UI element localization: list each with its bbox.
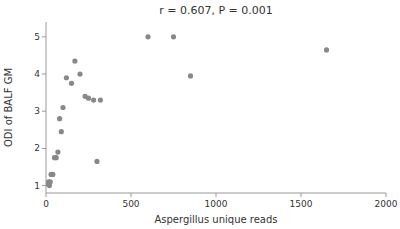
point — [145, 34, 150, 39]
point — [48, 179, 53, 184]
point — [188, 73, 193, 78]
point — [59, 129, 64, 134]
title: r = 0.607, P = 0.001 — [159, 4, 273, 17]
point — [98, 97, 103, 102]
x-tick — [301, 193, 302, 197]
y-tick-label: 2 — [34, 143, 40, 153]
y-axis-label: ODI of BALF GM — [3, 68, 14, 147]
chart-svg: 0 500 1000 1500 2000 1 2 3 4 5 r = 0.607, P = 0.00… — [0, 0, 400, 229]
y-axis-line — [46, 22, 47, 193]
x-axis-label: Aspergillus unique reads — [154, 214, 277, 225]
point — [60, 105, 65, 110]
point — [54, 155, 59, 160]
y-tick — [42, 148, 46, 149]
y-tick-label: 5 — [34, 32, 40, 42]
x-tick — [386, 193, 387, 197]
points — [46, 34, 329, 188]
x-tick — [216, 193, 217, 197]
x-tick-label: 500 — [122, 199, 139, 209]
x-tick — [131, 193, 132, 197]
y-tick-label: 3 — [34, 106, 40, 116]
point — [69, 81, 74, 86]
x-tick — [46, 193, 47, 197]
chart-container: 0 500 1000 1500 2000 1 2 3 4 5 r = 0.607, P = 0.00… — [0, 0, 400, 229]
x-tick-label: 1000 — [205, 199, 228, 209]
y-tick-label: 4 — [34, 69, 40, 79]
point — [94, 159, 99, 164]
point — [77, 71, 82, 76]
x-tick-label: 1500 — [290, 199, 313, 209]
point — [57, 116, 62, 121]
y-tick — [42, 111, 46, 112]
point — [50, 172, 55, 177]
point — [91, 97, 96, 102]
point — [64, 75, 69, 80]
point — [72, 58, 77, 63]
y-tick-label: 1 — [34, 181, 40, 191]
point — [171, 34, 176, 39]
y-tick — [42, 36, 46, 37]
point — [86, 96, 91, 101]
y-tick — [42, 185, 46, 186]
x-tick-label: 0 — [43, 199, 49, 209]
y-tick — [42, 74, 46, 75]
x-tick-label: 2000 — [375, 199, 398, 209]
point — [55, 150, 60, 155]
point — [324, 47, 329, 52]
